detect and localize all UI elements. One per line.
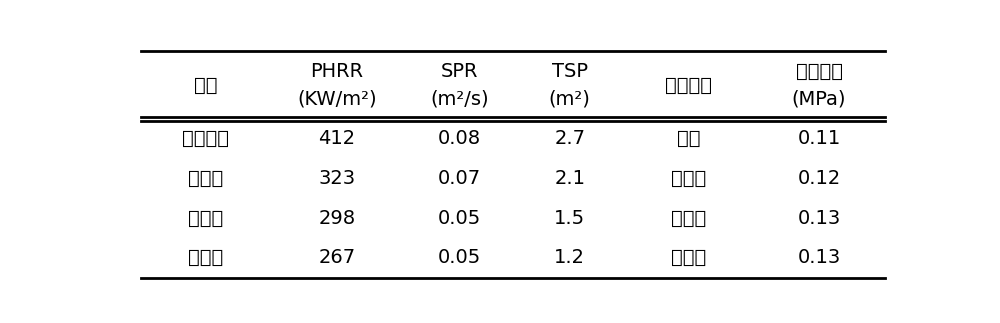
Text: 0.13: 0.13 [797, 248, 841, 267]
Text: 熔滴: 熔滴 [677, 130, 700, 148]
Text: 试样二: 试样二 [188, 209, 224, 228]
Text: (KW/m²): (KW/m²) [297, 89, 377, 108]
Text: 1.2: 1.2 [554, 248, 585, 267]
Text: 不熔滴: 不熔滴 [671, 209, 706, 228]
Text: 试样三: 试样三 [188, 248, 224, 267]
Text: 0.13: 0.13 [797, 209, 841, 228]
Text: 2.7: 2.7 [554, 130, 585, 148]
Text: 298: 298 [318, 209, 355, 228]
Text: 0.05: 0.05 [438, 209, 481, 228]
Text: 样品: 样品 [194, 76, 218, 95]
Text: 1.5: 1.5 [554, 209, 585, 228]
Text: SPR: SPR [441, 62, 478, 81]
Text: 原始样品: 原始样品 [182, 130, 229, 148]
Text: 不熔滴: 不熔滴 [671, 169, 706, 188]
Text: (m²): (m²) [549, 89, 591, 108]
Text: 0.05: 0.05 [438, 248, 481, 267]
Text: 267: 267 [318, 248, 355, 267]
Text: (MPa): (MPa) [792, 89, 846, 108]
Text: 拉伸强度: 拉伸强度 [796, 62, 843, 81]
Text: 试样一: 试样一 [188, 169, 224, 188]
Text: 323: 323 [318, 169, 355, 188]
Text: 0.08: 0.08 [438, 130, 481, 148]
Text: 0.11: 0.11 [797, 130, 841, 148]
Text: 熔滴现象: 熔滴现象 [665, 76, 712, 95]
Text: (m²/s): (m²/s) [430, 89, 489, 108]
Text: 412: 412 [318, 130, 355, 148]
Text: 不熔滴: 不熔滴 [671, 248, 706, 267]
Text: 0.12: 0.12 [797, 169, 841, 188]
Text: PHRR: PHRR [310, 62, 363, 81]
Text: 2.1: 2.1 [554, 169, 585, 188]
Text: TSP: TSP [552, 62, 588, 81]
Text: 0.07: 0.07 [438, 169, 481, 188]
